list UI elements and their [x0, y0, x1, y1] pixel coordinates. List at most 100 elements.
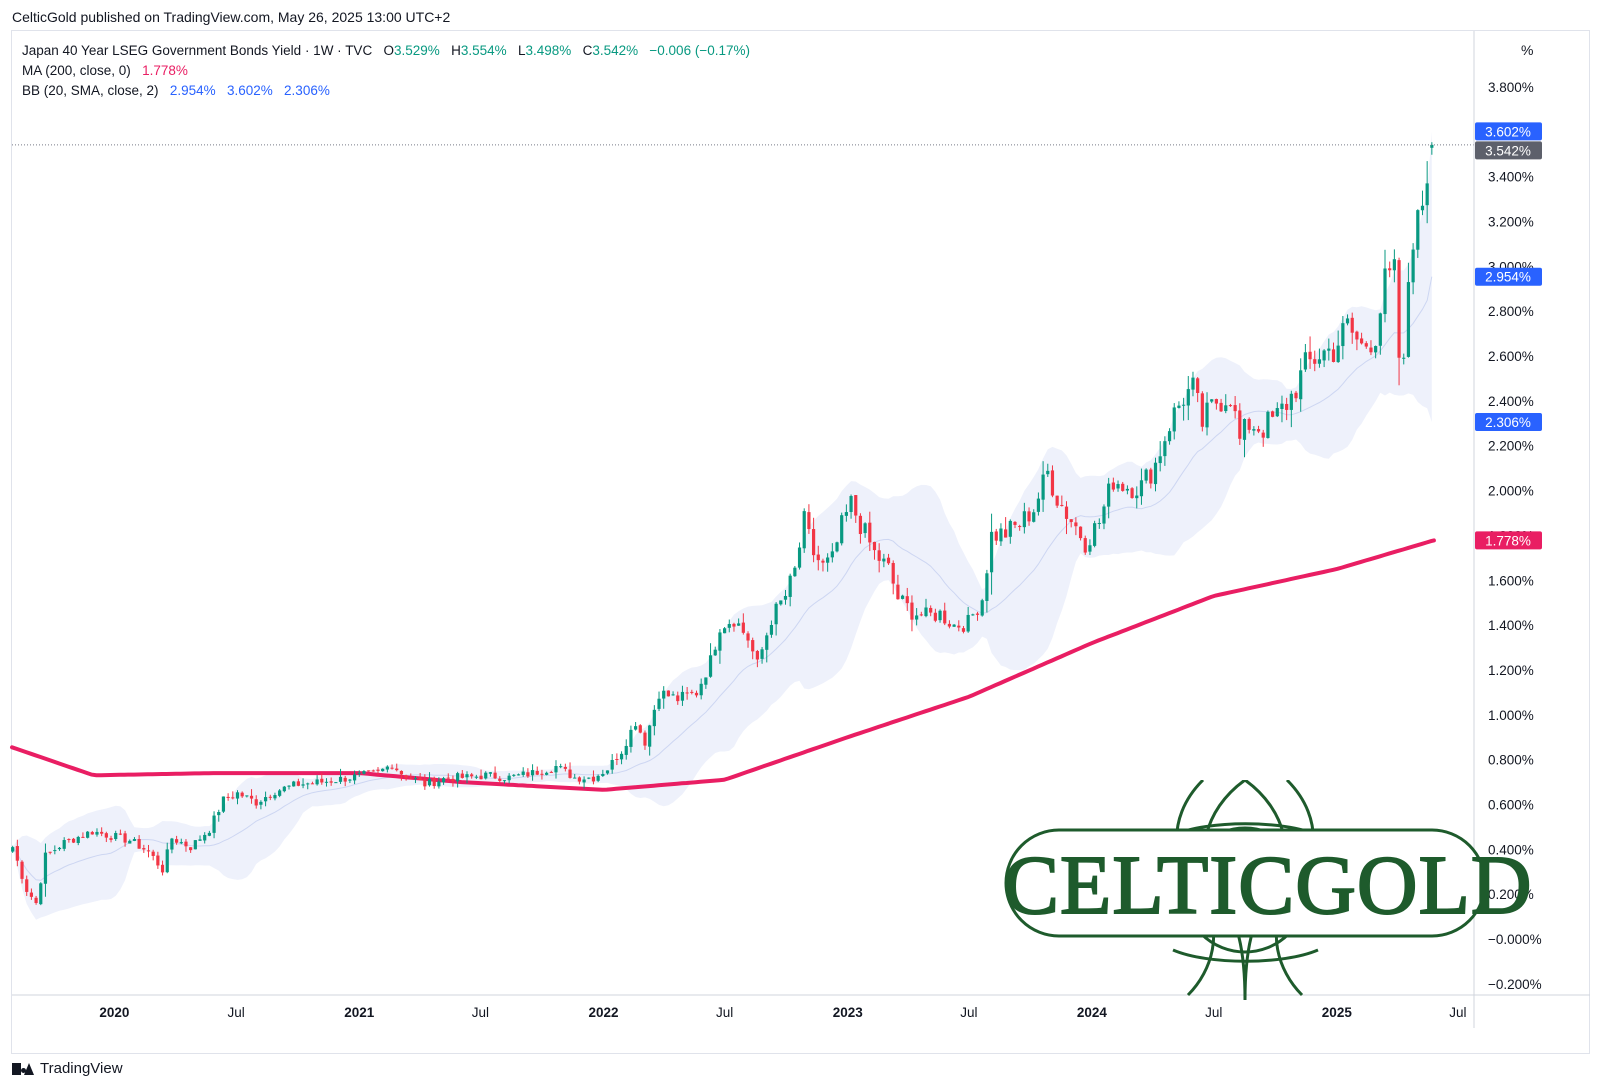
- candle-body: [465, 774, 469, 778]
- footer-brand[interactable]: TradingView: [12, 1060, 123, 1077]
- candle-body: [530, 770, 535, 776]
- candle-body: [854, 495, 858, 516]
- legend-ma-value: 1.778%: [142, 63, 188, 78]
- candle-body: [568, 769, 572, 778]
- candle-body: [334, 782, 338, 784]
- legend-change: −0.006 (−0.17%): [649, 43, 750, 58]
- y-tick-label: 3.800%: [1488, 80, 1534, 95]
- bb-upper-badge: [1475, 122, 1542, 141]
- candle-body: [268, 796, 272, 798]
- legend-ma-row[interactable]: MA (200, close, 0) 1.778%: [22, 61, 750, 81]
- candle-body: [128, 840, 132, 844]
- candle-body: [549, 771, 553, 773]
- candle-body: [1336, 345, 1340, 363]
- candle-body: [840, 515, 844, 544]
- candle-body: [470, 774, 474, 777]
- candle-body: [1125, 488, 1130, 491]
- percent-scale-button[interactable]: %: [1521, 42, 1534, 58]
- candle-body: [1345, 318, 1350, 324]
- y-tick-label: 0.600%: [1488, 797, 1534, 812]
- candle-body: [338, 776, 343, 782]
- candle-body: [310, 783, 315, 785]
- candle-body: [1383, 268, 1387, 315]
- bollinger-basis-line: [12, 276, 1433, 881]
- y-tick-label: −0.200%: [1488, 977, 1542, 992]
- legend-symbol-row[interactable]: Japan 40 Year LSEG Government Bonds Yiel…: [22, 41, 750, 61]
- last-price-badge: [1475, 141, 1542, 160]
- last-price-badge-label: 3.542%: [1485, 143, 1531, 158]
- candle-body: [1196, 378, 1200, 394]
- candle-body: [1392, 259, 1396, 271]
- candle-body: [1013, 521, 1017, 525]
- candle-body: [1205, 402, 1209, 428]
- candle-body: [1107, 483, 1111, 507]
- candle-body: [25, 879, 29, 892]
- candle-body: [1050, 470, 1055, 496]
- candle-body: [1219, 402, 1223, 412]
- celticgold-logo: CELTICGOLD: [1002, 778, 1533, 1001]
- candle-body: [587, 777, 591, 779]
- candle-body: [263, 797, 268, 802]
- candle-body: [577, 777, 582, 782]
- legend-bb-row[interactable]: BB (20, SMA, close, 2) 2.954% 3.602% 2.3…: [22, 81, 750, 101]
- candle-body: [1088, 545, 1092, 552]
- candle-body: [20, 861, 24, 879]
- y-tick-label: 1.200%: [1488, 663, 1534, 678]
- candle-body: [989, 531, 994, 573]
- candle-body: [835, 542, 839, 552]
- candle-body: [48, 851, 52, 853]
- candle-body: [540, 773, 544, 775]
- candle-body: [132, 839, 137, 841]
- candle-body: [221, 796, 226, 812]
- candle-body: [877, 550, 881, 561]
- candle-body: [741, 622, 745, 633]
- candle-body: [919, 614, 923, 616]
- candle-body: [474, 776, 478, 778]
- candle-body: [1022, 511, 1026, 528]
- candle-body: [722, 628, 727, 634]
- candle-body: [507, 775, 511, 781]
- candle-body: [76, 836, 80, 844]
- candle-body: [184, 841, 188, 847]
- candle-body: [844, 512, 848, 516]
- candle-body: [718, 632, 722, 651]
- x-tick-label: 2022: [588, 1005, 618, 1020]
- candle-body: [57, 847, 62, 850]
- candle-body: [1027, 511, 1031, 522]
- candle-body: [1214, 399, 1218, 404]
- legend-bb-lower: 2.306%: [284, 83, 330, 98]
- candle-body: [1102, 506, 1106, 524]
- candle-body: [240, 792, 244, 797]
- candle-body: [296, 781, 300, 786]
- candle-body: [966, 614, 970, 632]
- candle-body: [994, 531, 998, 541]
- candle-body: [142, 848, 146, 850]
- candle-body: [1018, 526, 1022, 528]
- candle-body: [1411, 249, 1415, 283]
- candle-body: [1167, 431, 1172, 442]
- candle-body: [179, 842, 183, 844]
- legend-ma-label: MA (200, close, 0): [22, 63, 131, 78]
- bollinger-band-fill: [12, 131, 1432, 920]
- legend-open: 3.529%: [394, 43, 440, 58]
- candle-body: [212, 815, 216, 833]
- x-tick-label: Jul: [472, 1005, 489, 1020]
- candle-body: [732, 623, 736, 627]
- candle-body: [783, 595, 788, 600]
- candle-body: [737, 623, 741, 626]
- candle-body: [891, 562, 895, 584]
- x-tick-label: 2024: [1077, 1005, 1108, 1020]
- candle-body: [713, 649, 717, 656]
- candle-body: [1369, 347, 1373, 353]
- candle-body: [765, 635, 769, 650]
- candle-body: [100, 831, 104, 834]
- candle-body: [708, 655, 713, 677]
- candle-body: [938, 610, 942, 621]
- candle-body: [11, 847, 15, 852]
- bb-upper-badge-label: 3.602%: [1485, 124, 1531, 139]
- candle-body: [648, 725, 652, 747]
- publisher-line: CelticGold published on TradingView.com,…: [12, 9, 451, 25]
- candle-body: [1397, 260, 1401, 358]
- candle-body: [278, 790, 282, 796]
